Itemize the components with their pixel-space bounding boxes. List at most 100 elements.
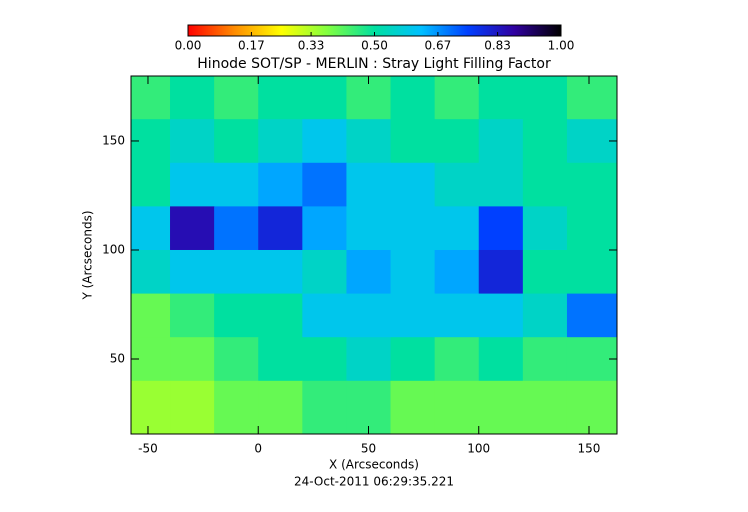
heatmap-cell (346, 206, 392, 251)
colorbar-tick-label: 0.83 (484, 39, 511, 53)
heatmap-cell (214, 249, 259, 295)
heatmap-cell (346, 337, 392, 382)
footnote: 24-Oct-2011 06:29:35.221 (294, 475, 454, 489)
heatmap-cell (566, 162, 617, 207)
heatmap-cell (390, 162, 436, 207)
x-tick-label: 0 (254, 442, 262, 456)
heatmap-cell (302, 76, 347, 120)
heatmap-cell (131, 293, 171, 338)
heatmap-cell (346, 249, 392, 295)
heatmap-cell (478, 206, 524, 251)
heatmap-cell (434, 337, 480, 382)
heatmap-cell (258, 206, 303, 251)
heatmap-cell (522, 162, 568, 207)
heatmap-cell (522, 249, 568, 295)
heatmap-cell (302, 119, 347, 164)
heatmap-cell (346, 380, 392, 434)
heatmap-cell (131, 76, 171, 120)
heatmap-cell (566, 249, 617, 295)
heatmap-cell (170, 206, 215, 251)
heatmap-cell (478, 249, 524, 295)
heatmap-cell (346, 293, 392, 338)
x-tick-label: 100 (467, 442, 490, 456)
colorbar-tick-label: 1.00 (548, 39, 575, 53)
heatmap-cell (390, 337, 436, 382)
heatmap-cell (478, 76, 524, 120)
heatmap-cell (346, 162, 392, 207)
x-tick-label: 50 (361, 442, 376, 456)
heatmap-cell (302, 249, 347, 295)
heatmap-cell (258, 380, 303, 434)
heatmap-cell (390, 249, 436, 295)
heatmap-cell (522, 337, 568, 382)
heatmap-cell (390, 119, 436, 164)
heatmap-cell (478, 380, 524, 434)
colorbar-tick-label: 0.33 (298, 39, 325, 53)
heatmap-cell (434, 76, 480, 120)
heatmap (131, 76, 617, 434)
heatmap-cell (302, 206, 347, 251)
colorbar-tick-label: 0.67 (425, 39, 452, 53)
heatmap-cell (522, 293, 568, 338)
heatmap-cell (214, 206, 259, 251)
x-tick-label: 150 (578, 442, 601, 456)
heatmap-cell (566, 380, 617, 434)
heatmap-cell (302, 337, 347, 382)
heatmap-cell (258, 162, 303, 207)
x-axis-label: X (Arcseconds) (329, 458, 419, 472)
heatmap-cell (214, 380, 259, 434)
colorbar-tick-label: 0.00 (175, 39, 202, 53)
heatmap-cell (566, 76, 617, 120)
heatmap-cell (434, 293, 480, 338)
heatmap-cell (390, 206, 436, 251)
y-tick-label: 100 (102, 242, 125, 256)
heatmap-cell (434, 380, 480, 434)
heatmap-cell (390, 380, 436, 434)
heatmap-cell (522, 206, 568, 251)
heatmap-cell (258, 337, 303, 382)
heatmap-cell (434, 119, 480, 164)
heatmap-cell (214, 293, 259, 338)
heatmap-cell (566, 337, 617, 382)
heatmap-cell (258, 76, 303, 120)
heatmap-cell (434, 249, 480, 295)
heatmap-cell (522, 76, 568, 120)
heatmap-cell (170, 380, 215, 434)
heatmap-cell (434, 162, 480, 207)
colorbar-tick-label: 0.17 (238, 39, 265, 53)
heatmap-cell (170, 76, 215, 120)
heatmap-cell (566, 293, 617, 338)
chart-title: Hinode SOT/SP - MERLIN : Stray Light Fil… (197, 56, 551, 72)
heatmap-cell (258, 119, 303, 164)
heatmap-cell (170, 249, 215, 295)
heatmap-cell (258, 293, 303, 338)
heatmap-cell (566, 119, 617, 164)
heatmap-cell (258, 249, 303, 295)
heatmap-cell (214, 162, 259, 207)
heatmap-cell (478, 293, 524, 338)
heatmap-cell (131, 249, 171, 295)
heatmap-cell (390, 293, 436, 338)
heatmap-cell (302, 380, 347, 434)
heatmap-cell (131, 162, 171, 207)
heatmap-cell (214, 76, 259, 120)
heatmap-cell (214, 119, 259, 164)
heatmap-cell (170, 293, 215, 338)
heatmap-cell (302, 162, 347, 207)
heatmap-cell (170, 119, 215, 164)
heatmap-cell (131, 380, 171, 434)
heatmap-cell (346, 119, 392, 164)
heatmap-cell (522, 380, 568, 434)
heatmap-cell (478, 162, 524, 207)
heatmap-cell (302, 293, 347, 338)
heatmap-cell (170, 337, 215, 382)
heatmap-cell (390, 76, 436, 120)
heatmap-cell (131, 206, 171, 251)
y-axis-label: Y (Arcseconds) (81, 210, 95, 300)
heatmap-cell (170, 162, 215, 207)
heatmap-cell (214, 337, 259, 382)
heatmap-cell (522, 119, 568, 164)
heatmap-cell (478, 119, 524, 164)
